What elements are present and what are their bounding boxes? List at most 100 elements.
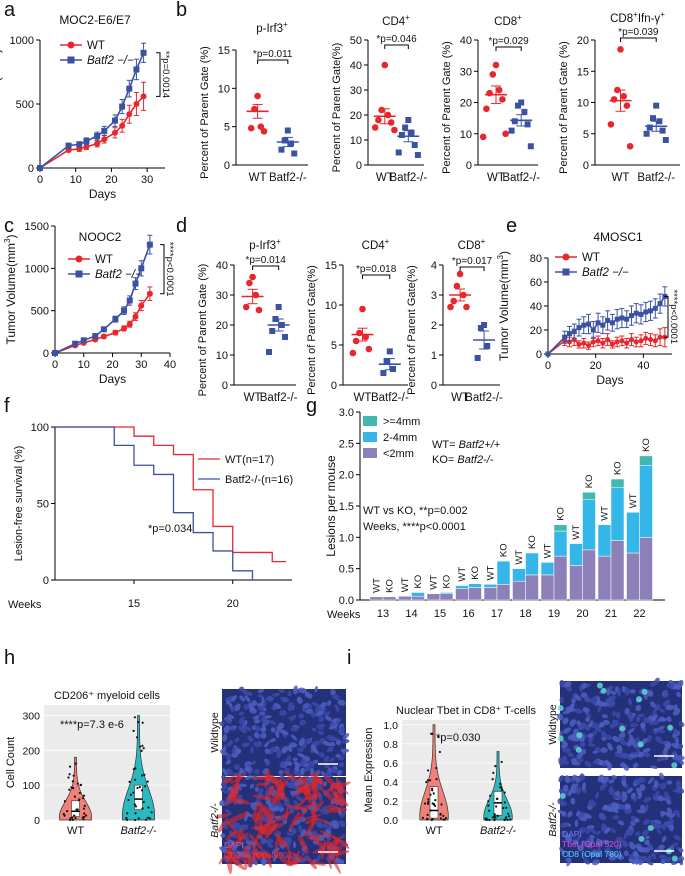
nucleus bbox=[644, 752, 650, 758]
data-point bbox=[438, 750, 441, 754]
cd206-signal bbox=[225, 790, 240, 807]
nucleus bbox=[235, 748, 242, 755]
nucleus bbox=[581, 782, 587, 791]
chart-title: CD8+ bbox=[494, 13, 522, 28]
nucleus bbox=[253, 719, 261, 724]
nucleus bbox=[621, 686, 626, 693]
legend-marker bbox=[562, 253, 570, 261]
nucleus bbox=[628, 853, 636, 860]
data-point bbox=[515, 102, 521, 109]
data-point bbox=[633, 339, 639, 345]
data-point bbox=[137, 720, 140, 724]
nucleus bbox=[565, 680, 572, 687]
y-tick-label: 4 bbox=[431, 260, 437, 272]
legend-label: WT bbox=[582, 252, 600, 264]
nucleus bbox=[646, 859, 654, 866]
nucleus bbox=[591, 801, 597, 807]
nucleus bbox=[676, 691, 682, 698]
nucleus bbox=[271, 705, 277, 711]
nucleus bbox=[323, 755, 330, 762]
nucleus bbox=[558, 757, 564, 767]
bar-segment bbox=[369, 596, 384, 601]
y-axis-label: Percent of Parent Gate(%) bbox=[306, 265, 318, 395]
bar-segment bbox=[610, 540, 625, 601]
data-point bbox=[545, 351, 551, 357]
x-tick-label: 18 bbox=[519, 608, 531, 620]
data-point bbox=[494, 765, 497, 768]
data-point bbox=[439, 817, 442, 820]
data-point bbox=[590, 327, 596, 333]
data-point bbox=[119, 122, 126, 129]
data-point bbox=[576, 341, 582, 347]
panel-letter-h: h bbox=[4, 647, 15, 669]
nucleus bbox=[244, 775, 253, 781]
data-point bbox=[423, 802, 427, 805]
nucleus bbox=[244, 695, 251, 703]
significance-label: *p=0.030 bbox=[436, 732, 480, 744]
panel-e: 0 20 40 0 20 40 60 80 Days Tumor Volume(mm3) 4MOSC… bbox=[496, 230, 679, 387]
nucleus bbox=[279, 710, 287, 716]
significance-label: *p=0.011 bbox=[253, 49, 293, 60]
bar-segment bbox=[496, 584, 511, 601]
data-point bbox=[511, 118, 518, 125]
nucleus bbox=[323, 741, 332, 747]
data-point bbox=[442, 814, 445, 818]
x-tick-label: Batf2-/- bbox=[371, 392, 409, 404]
data-point bbox=[242, 303, 250, 311]
nucleus bbox=[647, 843, 653, 849]
data-point bbox=[489, 794, 492, 797]
legend-swatch bbox=[363, 416, 377, 426]
bar-segment bbox=[597, 555, 612, 601]
nucleus bbox=[664, 791, 669, 798]
y-tick-label: 5 bbox=[583, 129, 589, 141]
bar-segment bbox=[610, 486, 625, 541]
nucleus bbox=[584, 760, 592, 767]
bar-segment bbox=[512, 580, 526, 601]
x-tick-label: WT bbox=[487, 172, 505, 184]
nucleus bbox=[575, 777, 581, 783]
data-point bbox=[607, 121, 615, 128]
nucleus bbox=[235, 822, 240, 829]
nucleus bbox=[268, 746, 275, 755]
bar-group-label: WT bbox=[628, 493, 639, 508]
x-tick-label: WT bbox=[249, 172, 267, 184]
series-line bbox=[39, 52, 145, 169]
x-tick-label: 30 bbox=[135, 359, 147, 371]
bar-group-label: KO bbox=[413, 575, 424, 589]
data-point bbox=[648, 308, 654, 314]
nucleus bbox=[220, 833, 226, 838]
x-tick-label: 22 bbox=[633, 608, 645, 620]
chart-title: MOC2-E6/E7 bbox=[59, 13, 131, 27]
nucleus bbox=[231, 752, 239, 758]
data-point bbox=[425, 781, 428, 784]
data-point bbox=[260, 127, 268, 135]
cd206-signal bbox=[266, 776, 284, 788]
data-point bbox=[427, 798, 430, 801]
cd8-cell bbox=[559, 793, 566, 800]
panel-g: 0.0 0.5 1.0 1.5 2.0 2.5 3.0 Lesions per mouse We… bbox=[324, 407, 665, 621]
y-tick-label: 15 bbox=[218, 45, 230, 57]
nucleus bbox=[578, 827, 587, 834]
data-point bbox=[135, 736, 139, 739]
nucleus bbox=[606, 688, 611, 696]
nucleus bbox=[632, 850, 638, 856]
nucleus bbox=[557, 713, 564, 721]
nucleus bbox=[565, 706, 573, 712]
nucleus bbox=[571, 761, 581, 766]
legend-label: >=4mm bbox=[383, 416, 420, 428]
cd206-signal bbox=[218, 855, 226, 865]
stain-label: DAPI bbox=[562, 829, 582, 839]
y-tick-label: 20 bbox=[460, 98, 472, 110]
nucleus bbox=[285, 755, 292, 763]
nucleus bbox=[322, 822, 328, 829]
bar-segment bbox=[468, 587, 482, 601]
data-point bbox=[134, 767, 137, 770]
data-point bbox=[617, 46, 624, 53]
significance-bracket bbox=[384, 44, 409, 49]
nucleus bbox=[226, 714, 235, 719]
data-point bbox=[147, 806, 150, 809]
nucleus bbox=[617, 688, 622, 698]
nucleus bbox=[578, 722, 586, 731]
nucleus bbox=[276, 725, 282, 731]
bar-group-label: KO bbox=[584, 474, 595, 488]
